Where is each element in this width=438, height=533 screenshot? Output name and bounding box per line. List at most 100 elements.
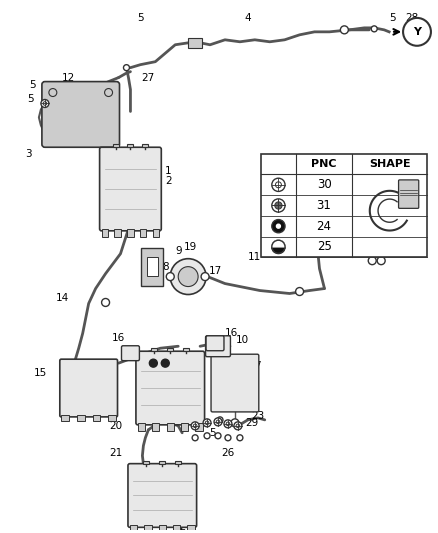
Text: 24: 24: [316, 220, 331, 233]
Circle shape: [43, 102, 46, 105]
Circle shape: [314, 245, 319, 249]
Bar: [167, 348, 173, 351]
FancyBboxPatch shape: [42, 82, 119, 147]
Text: 25: 25: [316, 240, 331, 253]
Circle shape: [325, 222, 329, 226]
Bar: [195, 423, 202, 431]
Bar: [108, 415, 116, 422]
Circle shape: [371, 26, 376, 32]
Circle shape: [367, 257, 375, 265]
Text: 5: 5: [388, 13, 395, 23]
Circle shape: [49, 88, 57, 96]
Circle shape: [214, 418, 222, 426]
Circle shape: [216, 420, 219, 424]
Circle shape: [339, 26, 347, 34]
Bar: [152, 423, 159, 431]
Circle shape: [101, 298, 110, 306]
Text: 5: 5: [137, 13, 143, 23]
Bar: [130, 526, 137, 533]
Circle shape: [149, 359, 157, 367]
Text: 21: 21: [109, 448, 122, 458]
Text: 31: 31: [316, 199, 331, 212]
Circle shape: [161, 359, 169, 367]
Bar: [127, 144, 133, 147]
Text: Y: Y: [412, 27, 420, 37]
Text: 2: 2: [165, 176, 171, 186]
Circle shape: [275, 182, 281, 188]
Text: 29: 29: [245, 418, 258, 428]
Bar: [188, 38, 201, 48]
Text: 28: 28: [404, 13, 418, 23]
Circle shape: [233, 422, 241, 430]
Bar: [152, 229, 159, 237]
Circle shape: [322, 219, 332, 229]
Text: 27: 27: [141, 72, 155, 83]
Circle shape: [312, 242, 322, 252]
FancyBboxPatch shape: [211, 354, 258, 412]
Bar: [141, 144, 148, 147]
FancyBboxPatch shape: [121, 346, 139, 361]
Text: 30: 30: [316, 179, 331, 191]
Circle shape: [205, 421, 208, 425]
Text: 8: 8: [162, 262, 168, 272]
Bar: [166, 423, 173, 431]
FancyBboxPatch shape: [398, 180, 418, 208]
Bar: [159, 461, 165, 464]
Bar: [141, 248, 163, 286]
Bar: [77, 415, 85, 422]
Circle shape: [230, 419, 238, 427]
FancyBboxPatch shape: [127, 464, 196, 527]
FancyBboxPatch shape: [60, 359, 117, 417]
Circle shape: [402, 18, 430, 46]
Bar: [113, 144, 119, 147]
Text: 19: 19: [183, 242, 196, 252]
Circle shape: [236, 424, 239, 427]
Text: 26: 26: [221, 448, 234, 458]
Circle shape: [41, 100, 49, 108]
Text: 1: 1: [165, 166, 171, 176]
Text: 4: 4: [244, 13, 251, 23]
Circle shape: [192, 435, 198, 441]
Text: 3: 3: [25, 149, 32, 159]
Text: 10: 10: [235, 335, 248, 345]
Circle shape: [191, 422, 199, 430]
Wedge shape: [271, 240, 284, 247]
Bar: [61, 415, 69, 422]
Text: 22: 22: [173, 522, 187, 532]
FancyBboxPatch shape: [205, 336, 223, 351]
Bar: [144, 526, 151, 533]
Circle shape: [274, 202, 282, 209]
Bar: [114, 229, 120, 237]
Circle shape: [271, 220, 284, 233]
Circle shape: [271, 199, 284, 212]
Circle shape: [104, 88, 112, 96]
Text: 14: 14: [56, 294, 69, 303]
FancyBboxPatch shape: [205, 336, 230, 357]
Text: 7: 7: [254, 361, 261, 371]
Circle shape: [295, 287, 303, 295]
Text: 5: 5: [30, 79, 36, 90]
Text: 23: 23: [251, 411, 264, 421]
Circle shape: [216, 417, 223, 423]
Circle shape: [354, 245, 362, 253]
Bar: [175, 461, 181, 464]
Bar: [183, 348, 189, 351]
Text: 13: 13: [389, 199, 403, 209]
Circle shape: [226, 422, 229, 426]
Circle shape: [224, 435, 230, 441]
Circle shape: [215, 433, 220, 439]
Bar: [101, 229, 108, 237]
Bar: [140, 229, 146, 237]
Circle shape: [223, 420, 231, 428]
Circle shape: [203, 419, 211, 427]
Bar: [173, 526, 180, 533]
Text: 17: 17: [208, 265, 221, 276]
Bar: [127, 229, 133, 237]
Text: 13: 13: [406, 176, 420, 186]
Bar: [187, 526, 194, 533]
Circle shape: [237, 435, 242, 441]
Bar: [147, 257, 157, 276]
Text: 16: 16: [112, 333, 125, 343]
Text: 16: 16: [225, 328, 238, 338]
Text: PNC: PNC: [311, 159, 336, 169]
